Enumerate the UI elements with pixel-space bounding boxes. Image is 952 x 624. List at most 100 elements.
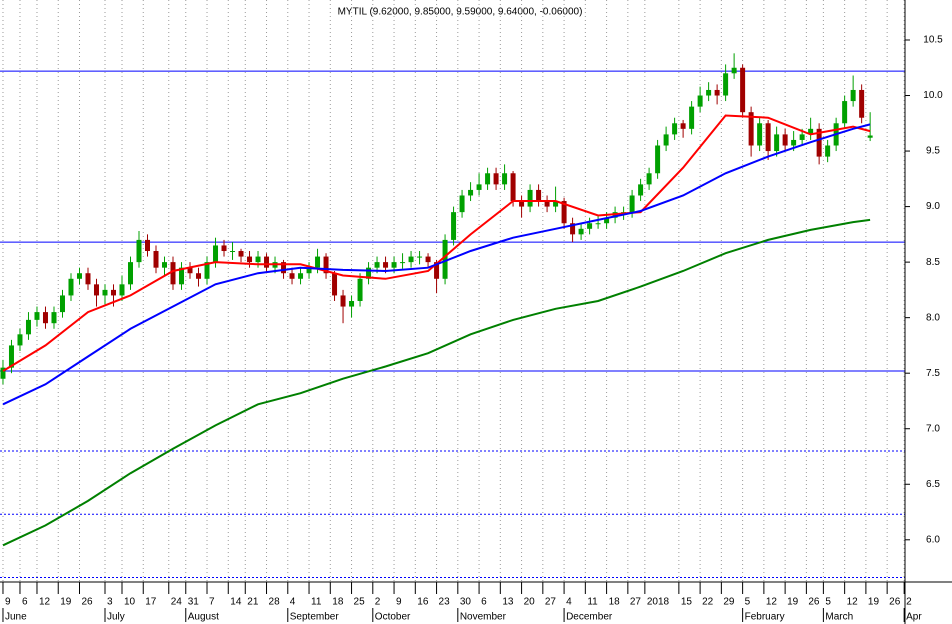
candle-body <box>238 251 244 257</box>
x-tick-label: 18 <box>609 597 621 608</box>
moving-average <box>2 123 871 406</box>
candle-body <box>187 267 193 274</box>
candle-body <box>145 239 151 252</box>
candle-body <box>587 223 593 229</box>
x-tick-label: 6 <box>481 597 487 608</box>
candle-body <box>0 367 6 379</box>
y-tick-label: 6.5 <box>926 479 940 490</box>
candle-body <box>689 106 695 129</box>
x-tick-label: 29 <box>723 597 735 608</box>
candle-body <box>59 295 65 313</box>
candle-body <box>383 262 389 268</box>
candle-body <box>527 189 533 207</box>
x-tick-label: 26 <box>81 597 93 608</box>
candle-body <box>561 201 567 224</box>
x-tick-label: 5 <box>745 597 751 608</box>
x-tick-label: 6 <box>22 597 28 608</box>
x-tick-label: 30 <box>460 597 472 608</box>
x-tick-label: 23 <box>439 597 451 608</box>
month-label: July <box>107 612 125 623</box>
x-tick-label: 25 <box>354 597 366 608</box>
candle-body <box>17 334 23 346</box>
month-label: September <box>290 612 340 623</box>
candle-body <box>136 239 142 263</box>
x-tick-label: 27 <box>630 597 642 608</box>
candle-body <box>332 273 338 296</box>
candle-body <box>502 173 508 185</box>
month-label: Apr <box>906 612 922 623</box>
candle-body <box>213 245 219 263</box>
x-tick-label: 3 <box>107 597 113 608</box>
candle-body <box>553 201 559 207</box>
x-tick-label: 21 <box>247 597 259 608</box>
candle-body <box>162 262 168 268</box>
candle-body <box>196 273 202 279</box>
candle-body <box>799 134 805 140</box>
candle-body <box>850 89 856 102</box>
x-tick-label: 17 <box>145 597 157 608</box>
candle-body <box>76 273 82 279</box>
candle-body <box>8 345 14 368</box>
x-tick-label: 13 <box>502 597 514 608</box>
x-tick-label: 4 <box>290 597 296 608</box>
month-label: November <box>460 612 507 623</box>
candle-body <box>859 89 865 118</box>
candle-body <box>723 73 729 96</box>
x-tick-label: 26 <box>808 597 820 608</box>
x-tick-label: 19 <box>787 597 799 608</box>
y-tick-label: 9.0 <box>926 201 940 212</box>
x-tick-label: 4 <box>566 597 572 608</box>
x-tick-label: 19 <box>60 597 72 608</box>
candle-body <box>42 312 48 324</box>
candle-body <box>255 256 261 263</box>
x-tick-label: 9 <box>396 597 402 608</box>
y-tick-label: 7.5 <box>926 368 940 379</box>
candle-body <box>629 195 635 213</box>
candle-body <box>408 256 414 263</box>
candle-body <box>391 262 397 268</box>
candle-body <box>425 256 431 263</box>
candle-body <box>153 251 159 268</box>
candle-body <box>51 312 57 324</box>
x-tick-label: 2 <box>375 597 381 608</box>
y-tick-label: 7.0 <box>926 423 940 434</box>
x-tick-label: 2018 <box>647 597 670 608</box>
chart-title: MYTIL (9.62000, 9.85000, 9.59000, 9.6400… <box>338 7 583 18</box>
x-tick-label: 16 <box>417 597 429 608</box>
candle-body <box>765 123 771 152</box>
x-tick-label: 12 <box>766 597 778 608</box>
x-tick-label: 15 <box>681 597 693 608</box>
candle-body <box>663 134 669 146</box>
candle-body <box>110 289 116 296</box>
candle-body <box>485 173 491 185</box>
candle-body <box>289 273 295 279</box>
candle-body <box>323 256 329 274</box>
candle-body <box>434 262 440 279</box>
candle-body <box>825 145 831 157</box>
candle-body <box>680 123 686 129</box>
month-label: December <box>566 612 613 623</box>
x-tick-label: 27 <box>545 597 557 608</box>
candle-body <box>34 312 40 320</box>
candle-body <box>400 262 406 264</box>
x-tick-label: 18 <box>332 597 344 608</box>
x-tick-label: 26 <box>889 597 901 608</box>
y-tick-label: 8.5 <box>926 257 940 268</box>
candle-body <box>867 135 873 138</box>
candle-body <box>221 245 227 252</box>
candle-body <box>281 262 287 274</box>
candle-body <box>451 212 457 240</box>
candle-body <box>510 173 516 202</box>
candle-body <box>230 251 236 253</box>
candle-body <box>646 173 652 185</box>
candle-body <box>706 89 712 96</box>
x-tick-label: 20 <box>524 597 536 608</box>
candle-body <box>697 95 703 107</box>
candle-body <box>459 195 465 213</box>
x-tick-label: 19 <box>868 597 880 608</box>
candle-body <box>417 256 423 258</box>
y-tick-label: 10.5 <box>923 35 943 46</box>
y-tick-label: 8.0 <box>926 312 940 323</box>
